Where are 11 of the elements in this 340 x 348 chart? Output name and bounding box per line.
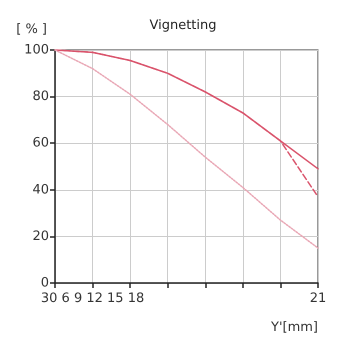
chart-title: Vignetting	[149, 18, 217, 33]
x-tick-label: 21	[310, 291, 326, 306]
y-tick-label: 0	[40, 276, 49, 290]
y-tick-label: 20	[32, 228, 49, 244]
y-tick-label: 100	[24, 42, 49, 58]
x-axis-title: Y'[mm]	[270, 320, 318, 335]
y-tick-label: 40	[32, 182, 49, 198]
x-tick-label: 30 6 9 12 15 18	[40, 291, 144, 306]
y-tick-label: 60	[32, 136, 49, 151]
y-axis-title: [ % ]	[16, 22, 47, 37]
y-tick-label: 80	[32, 89, 49, 104]
